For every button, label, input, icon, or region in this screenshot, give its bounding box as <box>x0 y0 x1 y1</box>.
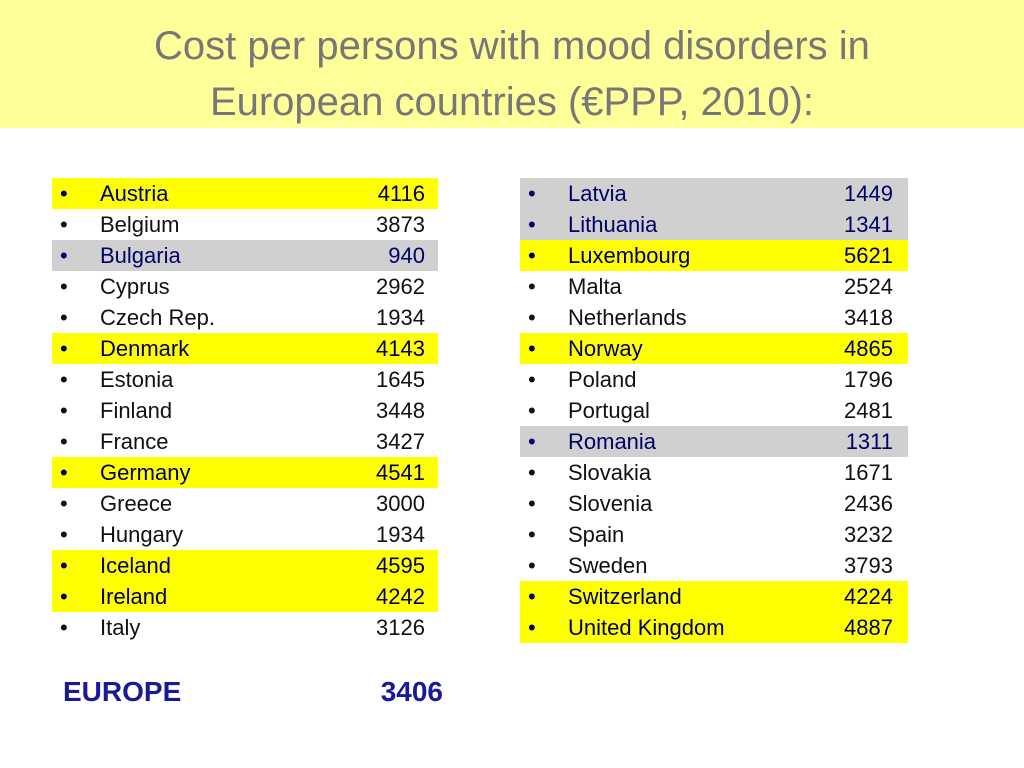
country-value: 2481 <box>844 398 893 423</box>
country-value: 3000 <box>376 491 425 516</box>
country-value: 4116 <box>377 181 425 206</box>
country-name: Ireland <box>100 584 168 609</box>
country-name: United Kingdom <box>568 615 725 640</box>
country-name: Latvia <box>568 181 627 206</box>
total-label: EUROPE <box>63 676 182 707</box>
list-row: Iceland 4595 <box>52 550 438 581</box>
country-value: 4242 <box>376 584 425 609</box>
country-value: 1449 <box>844 181 893 206</box>
list-row: Luxembourg 5621 <box>520 240 908 271</box>
country-name: Switzerland <box>568 584 682 609</box>
list-row: Portugal 2481 <box>520 395 908 426</box>
country-name: Malta <box>568 274 622 299</box>
country-value: 1341 <box>844 212 893 237</box>
title: Cost per persons with mood disorders in … <box>154 24 870 124</box>
country-value: 1934 <box>376 305 425 330</box>
country-value: 940 <box>388 243 425 268</box>
list-row: Ireland 4242 <box>52 581 438 612</box>
list-row: Norway 4865 <box>520 333 908 364</box>
country-value: 4143 <box>376 336 425 361</box>
list-row: United Kingdom 4887 <box>520 612 908 643</box>
list-row: Germany 4541 <box>52 457 438 488</box>
country-name: Sweden <box>568 553 648 578</box>
country-list: Latvia 1449 Lithuania 1341 Luxembourg 5621 Mal… <box>520 178 908 643</box>
country-value: 4865 <box>844 336 893 361</box>
country-value: 1645 <box>376 367 425 392</box>
country-name: Belgium <box>100 212 180 237</box>
country-name: Iceland <box>100 553 171 578</box>
country-name: Finland <box>100 398 173 423</box>
country-name: Italy <box>100 615 141 640</box>
list-row: Czech Rep. 1934 <box>52 302 438 333</box>
list-row: Latvia 1449 <box>520 178 908 209</box>
list-row: Lithuania 1341 <box>520 209 908 240</box>
country-name: Denmark <box>100 336 190 361</box>
country-name: Austria <box>100 181 169 206</box>
country-value: 3448 <box>376 398 425 423</box>
country-value: 3232 <box>844 522 893 547</box>
country-name: Romania <box>568 429 657 454</box>
title-band <box>0 0 1024 128</box>
country-name: Estonia <box>100 367 174 392</box>
list-row: Austria 4116 <box>52 178 438 209</box>
list-row: Slovakia 1671 <box>520 457 908 488</box>
country-value: 4224 <box>844 584 893 609</box>
total-value: 3406 <box>380 676 443 707</box>
country-name: Bulgaria <box>100 243 181 268</box>
country-name: Netherlands <box>568 305 687 330</box>
country-value: 1311 <box>845 429 893 454</box>
country-name: Slovakia <box>568 460 652 485</box>
europe-total: EUROPE 3406 <box>63 672 443 712</box>
list-row: Switzerland 4224 <box>520 581 908 612</box>
list-row: Italy 3126 <box>52 612 438 643</box>
country-value: 3427 <box>376 429 425 454</box>
country-value: 4595 <box>376 553 425 578</box>
country-value: 4887 <box>844 615 893 640</box>
country-name: Greece <box>100 491 173 516</box>
country-name: Cyprus <box>100 274 170 299</box>
country-value: 3418 <box>844 305 893 330</box>
list-row: France 3427 <box>52 426 438 457</box>
country-name: Norway <box>568 336 643 361</box>
list-row: Greece 3000 <box>52 488 438 519</box>
country-value: 2524 <box>844 274 893 299</box>
list-row: Cyprus 2962 <box>52 271 438 302</box>
country-name: Portugal <box>568 398 650 423</box>
list-row: Netherlands 3418 <box>520 302 908 333</box>
country-value: 3126 <box>376 615 425 640</box>
list-row: Belgium 3873 <box>52 209 438 240</box>
country-name: France <box>100 429 169 454</box>
list-row: Denmark 4143 <box>52 333 438 364</box>
country-value: 3873 <box>376 212 425 237</box>
country-value: 4541 <box>376 460 425 485</box>
country-name: Hungary <box>100 522 184 547</box>
country-value: 1796 <box>844 367 893 392</box>
list-row: Spain 3232 <box>520 519 908 550</box>
list-row: Bulgaria 940 <box>52 240 438 271</box>
list-row: Sweden 3793 <box>520 550 908 581</box>
country-name: Luxembourg <box>568 243 691 268</box>
list-row: Finland 3448 <box>52 395 438 426</box>
country-name: Poland <box>568 367 637 392</box>
country-name: Slovenia <box>568 491 653 516</box>
country-value: 2436 <box>844 491 893 516</box>
list-row: Hungary 1934 <box>52 519 438 550</box>
list-row: Romania 1311 <box>520 426 908 457</box>
country-name: Lithuania <box>568 212 658 237</box>
country-value: 2962 <box>376 274 425 299</box>
list-row: Poland 1796 <box>520 364 908 395</box>
country-value: 5621 <box>844 243 893 268</box>
country-name: Czech Rep. <box>100 305 215 330</box>
country-name: Germany <box>100 460 191 485</box>
country-name: Spain <box>568 522 625 547</box>
country-value: 3793 <box>844 553 893 578</box>
list-row: Slovenia 2436 <box>520 488 908 519</box>
list-row: Malta 2524 <box>520 271 908 302</box>
country-list: Austria 4116 Belgium 3873 Bulgaria 940 Cyprus 2… <box>52 178 438 643</box>
country-value: 1934 <box>376 522 425 547</box>
country-value: 1671 <box>844 460 893 485</box>
list-row: Estonia 1645 <box>52 364 438 395</box>
